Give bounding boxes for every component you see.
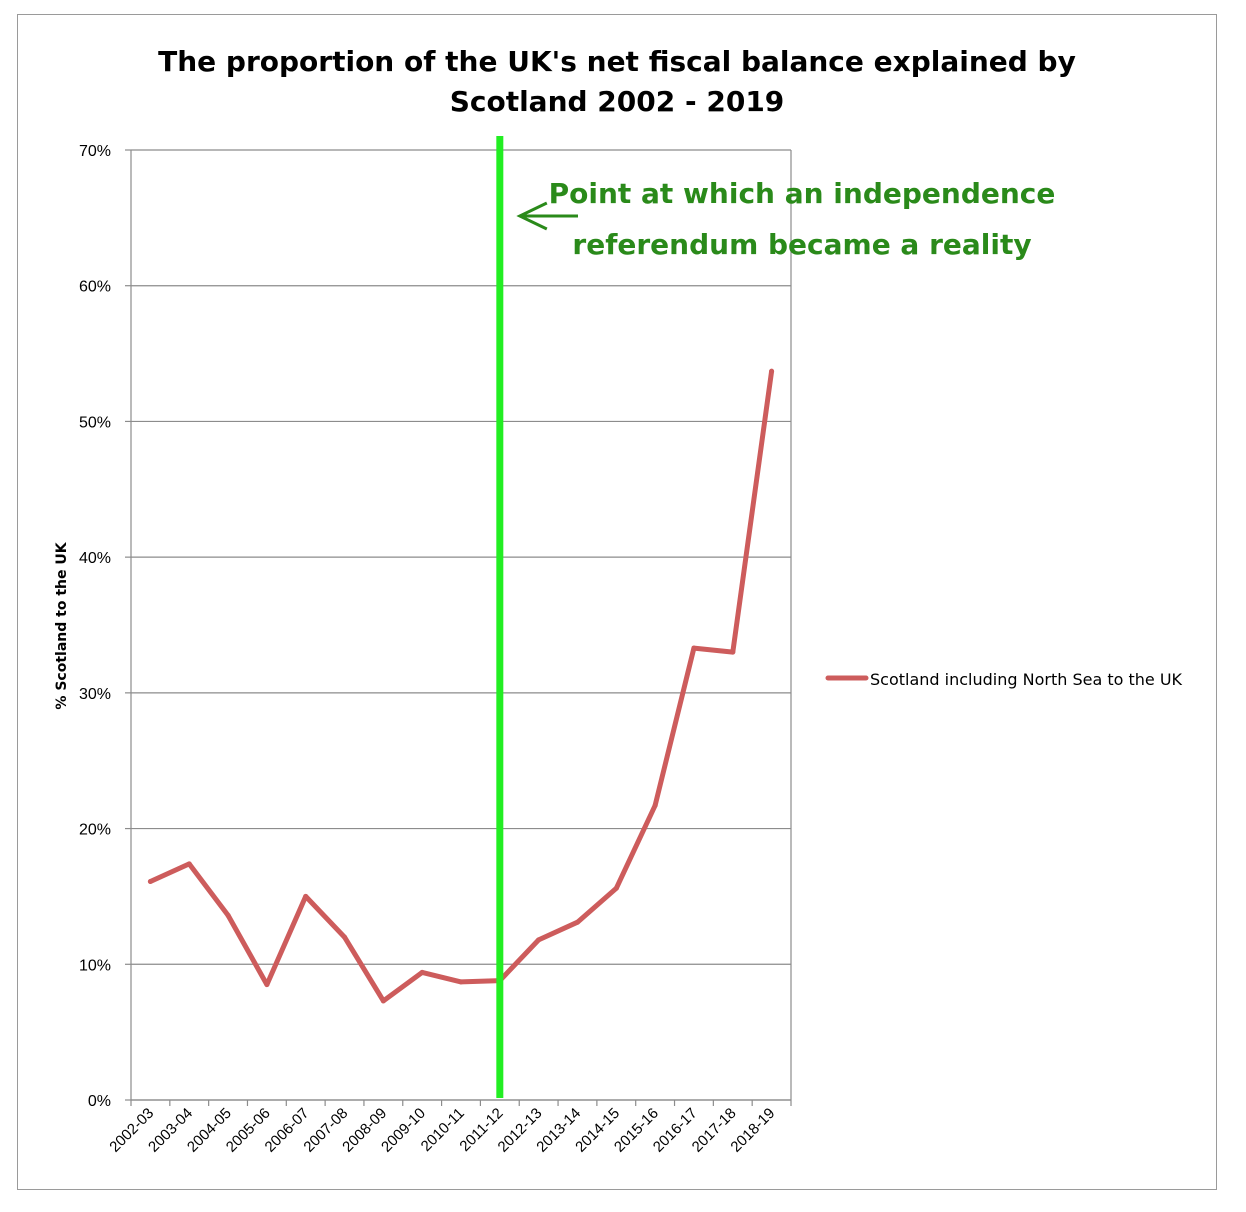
data-point (225, 912, 231, 918)
data-point (380, 998, 386, 1004)
data-point (574, 919, 580, 925)
legend-label: Scotland including North Sea to the UK (870, 670, 1183, 689)
y-axis-ticks: 0% 10% 20% 30% 40% 50% 60% 70% (79, 143, 111, 1110)
y-tick-label: 50% (79, 414, 111, 431)
gridlines (125, 149, 792, 1106)
data-point (419, 969, 425, 975)
y-tick-label: 0% (88, 1093, 111, 1110)
annotation-line-1: Point at which an independence (549, 177, 1056, 210)
x-axis-ticks: 2002-032003-042004-052005-062006-072007-… (106, 1105, 778, 1156)
data-point (186, 861, 192, 867)
y-tick-label: 10% (79, 957, 111, 974)
y-tick-label: 30% (79, 686, 111, 703)
series-layer (147, 368, 775, 1004)
arrow-head (516, 201, 548, 231)
data-point (303, 893, 309, 899)
data-point (342, 934, 348, 940)
y-tick-label: 20% (79, 822, 111, 839)
data-point (730, 649, 736, 655)
data-point (458, 979, 464, 985)
data-point (652, 803, 658, 808)
chart-title-line-2: Scotland 2002 - 2019 (450, 85, 785, 118)
data-point (691, 645, 697, 651)
annotation: Point at which an independence referendu… (516, 177, 1056, 261)
data-point (536, 937, 542, 943)
chart-title-line-1: The proportion of the UK's net fiscal ba… (158, 45, 1076, 78)
annotation-line-2: referendum became a reality (572, 228, 1031, 261)
data-point (147, 879, 153, 884)
y-axis-title: % Scotland to the UK (54, 541, 70, 709)
annotation-arrow-icon (516, 201, 578, 231)
y-tick-label: 60% (79, 279, 111, 296)
data-point (264, 982, 270, 988)
legend: Scotland including North Sea to the UK (825, 670, 1183, 689)
data-point (769, 368, 775, 374)
data-point (613, 885, 619, 891)
chart-frame (17, 14, 1217, 1190)
y-tick-label: 40% (79, 550, 111, 567)
series-line (147, 368, 775, 1004)
y-tick-label: 70% (79, 143, 111, 160)
